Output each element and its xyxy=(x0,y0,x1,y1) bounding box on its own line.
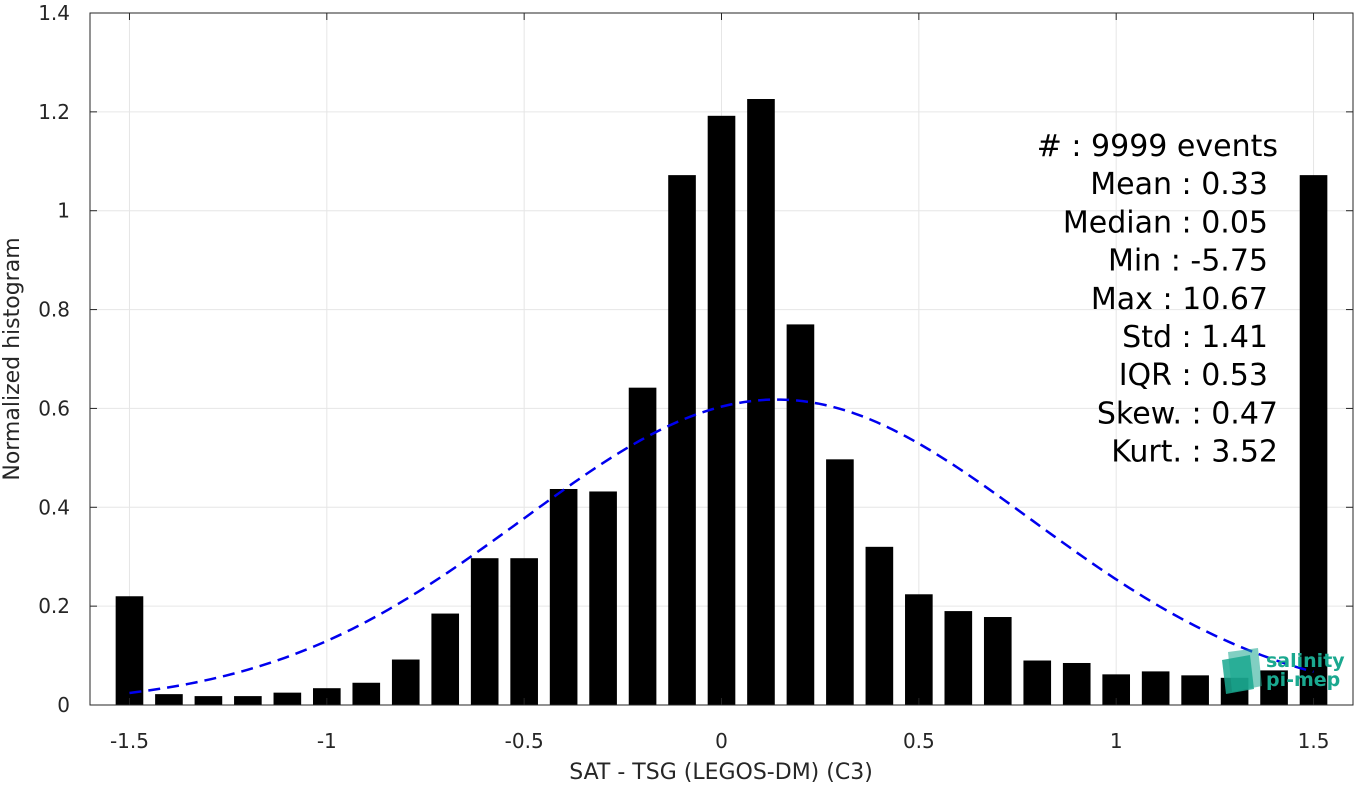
axis-ticks xyxy=(90,12,1353,706)
histogram-bar xyxy=(1023,660,1052,705)
histogram-bar xyxy=(510,558,538,705)
histogram-bar xyxy=(273,692,302,705)
stat-line: Skew. : 0.47 xyxy=(1097,396,1278,431)
x-tick-label: 0 xyxy=(715,729,728,753)
histogram-bar xyxy=(1062,662,1091,705)
histogram-bar xyxy=(944,611,973,705)
y-tick-label: 0.8 xyxy=(38,298,70,322)
histogram-bar xyxy=(549,488,578,705)
histogram-bar xyxy=(115,596,144,705)
stat-line: Max : 10.67 xyxy=(1091,282,1268,317)
y-tick-labels: 0 0.2 0.4 0.6 0.8 1 1.2 1.4 xyxy=(38,1,70,717)
histogram-bar xyxy=(1141,671,1170,705)
histogram-bar xyxy=(983,617,1012,705)
histogram-bar xyxy=(747,99,775,705)
gaussian-fit-curve xyxy=(129,398,1314,695)
histogram-bar xyxy=(1181,675,1209,705)
x-tick-label: 1 xyxy=(1110,729,1123,753)
y-tick-label: 1.4 xyxy=(38,1,70,25)
stat-line: Mean : 0.33 xyxy=(1090,167,1268,202)
histogram-bar xyxy=(155,694,183,705)
histogram-bar xyxy=(194,696,223,705)
logo-line2: pi-mep xyxy=(1266,669,1340,691)
histogram-bar xyxy=(391,659,420,705)
histogram-bar xyxy=(1260,670,1288,705)
stat-line: Min : -5.75 xyxy=(1108,244,1268,279)
stat-line: Median : 0.05 xyxy=(1063,205,1268,240)
histogram-bar xyxy=(1299,175,1328,705)
histogram-bar xyxy=(786,324,815,705)
histogram-bar xyxy=(234,696,262,705)
logo-line1: salinity xyxy=(1266,650,1345,672)
y-axis-label: Normalized histogram xyxy=(0,237,25,480)
histogram-bar xyxy=(470,558,499,705)
y-tick-label: 1 xyxy=(57,199,70,223)
x-tick-label: -0.5 xyxy=(505,729,544,753)
y-tick-label: 1.2 xyxy=(38,100,70,124)
y-tick-label: 0 xyxy=(57,693,70,717)
x-tick-label: 0.5 xyxy=(903,729,935,753)
x-tick-labels: -1.5 -1 -0.5 0 0.5 1 1.5 xyxy=(110,729,1329,753)
y-tick-label: 0.4 xyxy=(38,495,70,519)
stat-line: Std : 1.41 xyxy=(1122,320,1268,355)
x-tick-label: -1 xyxy=(317,729,337,753)
histogram-bar xyxy=(668,175,696,705)
salinity-pimep-logo: salinity pi-mep xyxy=(1222,648,1345,694)
x-tick-label: -1.5 xyxy=(110,729,149,753)
histogram-bar xyxy=(431,613,460,705)
stat-line: Kurt. : 3.52 xyxy=(1111,435,1278,470)
histogram-bar xyxy=(826,459,854,705)
y-tick-label: 0.2 xyxy=(38,594,70,618)
stat-line: # : 9999 events xyxy=(1037,129,1278,164)
x-axis-label: SAT - TSG (LEGOS-DM) (C3) xyxy=(569,760,873,785)
histogram-bar xyxy=(865,546,894,705)
stat-line: IQR : 0.53 xyxy=(1119,358,1268,393)
histogram-bar xyxy=(589,491,617,705)
histogram-bar xyxy=(905,594,933,705)
y-tick-label: 0.6 xyxy=(38,396,70,420)
histogram-bar xyxy=(352,682,381,705)
histogram-bar xyxy=(312,688,341,705)
histogram-bars xyxy=(115,99,1328,706)
logo-mark-front-shape xyxy=(1222,655,1254,694)
x-tick-label: 1.5 xyxy=(1298,729,1330,753)
